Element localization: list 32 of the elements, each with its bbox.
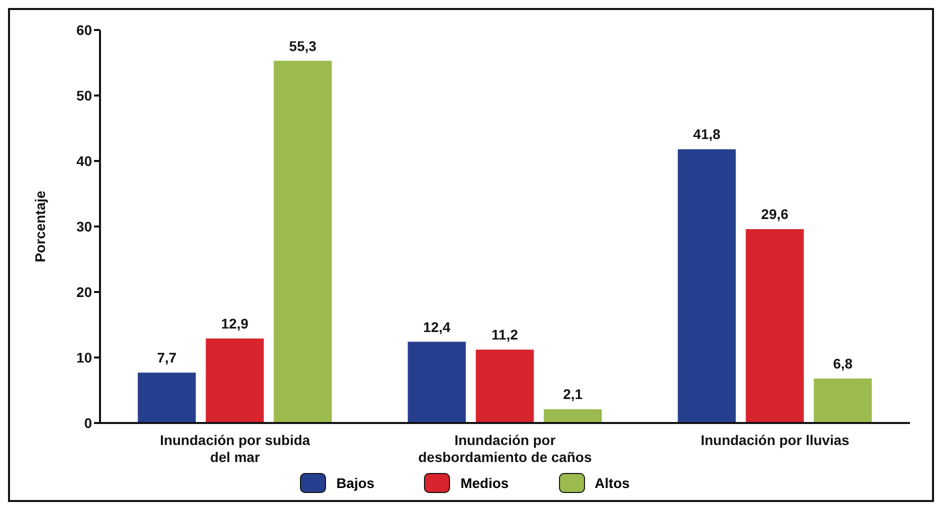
legend-label: Medios	[459, 474, 509, 493]
bar	[476, 350, 534, 423]
data-label: 12,4	[423, 318, 451, 335]
bar	[206, 338, 264, 423]
y-tick-label: 50	[76, 87, 92, 104]
x-tick-label: Inundación por lluvias	[700, 432, 850, 448]
y-tick-label: 0	[84, 414, 92, 431]
y-tick-label: 10	[76, 349, 92, 366]
data-label: 11,2	[492, 326, 518, 343]
data-label: 2,1	[563, 386, 583, 402]
bar	[408, 342, 466, 423]
x-tick-label: Inundación por desbordamiento de caños	[418, 432, 592, 465]
bar	[274, 60, 332, 423]
legend-label: Altos	[594, 474, 630, 493]
bar	[138, 372, 196, 423]
y-tick-label: 30	[76, 218, 92, 234]
legend-label: Bajos	[335, 474, 374, 493]
y-tick-label: 60	[76, 22, 92, 38]
bar	[746, 229, 804, 423]
bar	[814, 378, 872, 423]
y-tick-label: 40	[76, 152, 92, 169]
data-label: 41,8	[693, 126, 721, 142]
x-tick-label: Inundación por subida del mar	[160, 432, 310, 465]
data-label: 29,6	[761, 206, 789, 222]
data-label: 12,9	[221, 316, 249, 332]
bar	[678, 149, 736, 423]
y-axis-title: Porcentaje	[32, 190, 48, 262]
data-label: 7,7	[157, 350, 177, 366]
data-label: 6,8	[833, 355, 853, 372]
y-tick-label: 20	[76, 284, 92, 300]
bar	[544, 409, 602, 423]
data-label: 55,3	[289, 38, 317, 54]
